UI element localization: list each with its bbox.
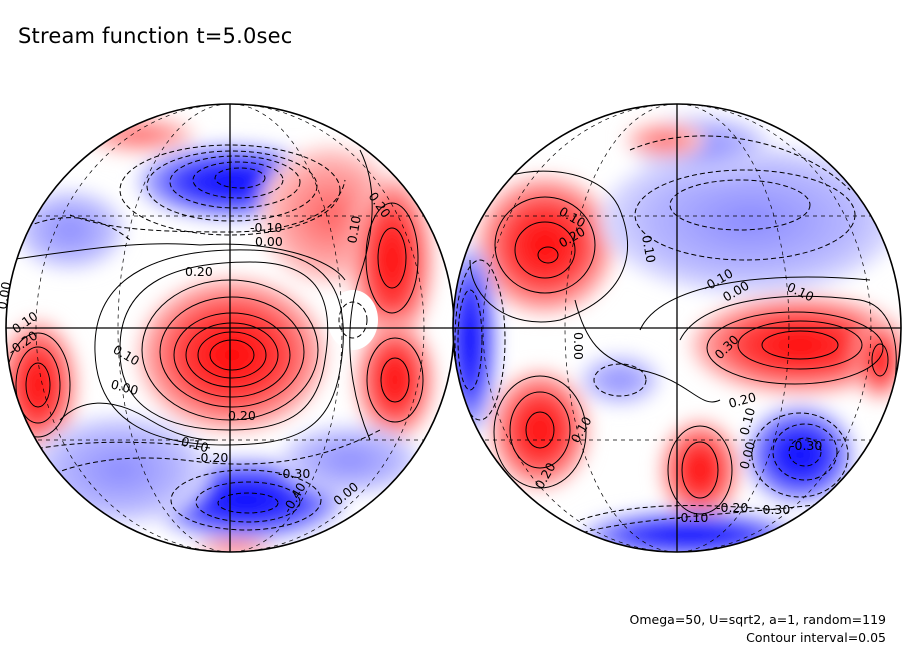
contour-interval-caption: Contour interval=0.05 [746,630,886,645]
contour-line-negative [338,301,368,339]
contour-label: -0.30 [278,466,310,481]
contour-line [59,402,216,441]
contour-line [94,249,344,446]
left-blob [137,277,327,433]
contour-line [173,312,291,398]
contour-line [639,276,871,331]
contour-label: 0.00 [571,332,586,360]
contour-line [509,391,571,469]
contour-label: -0.10 [676,510,708,525]
contour-label: -0.30 [758,502,790,517]
contour-label: 0.20 [185,264,213,279]
contour-line [380,357,410,403]
contour-line [6,332,71,438]
left-hemisphere [5,103,455,553]
left-blob [328,290,378,350]
right-blob [625,122,705,158]
right-blob [660,420,740,520]
right-blob [600,145,900,295]
contour-line [761,330,839,360]
contour-line [514,221,576,279]
right-blob [690,295,901,395]
contour-label: 0.20 [228,408,256,423]
left-blob [15,190,125,270]
contour-line [681,441,719,499]
right-blob [580,355,660,405]
contour-label: 0.00 [109,376,140,398]
contour-label: 0.00 [255,234,283,249]
contour-line [159,296,305,408]
contour-line [679,295,897,381]
right-blob [475,175,615,315]
right-axes [453,104,901,552]
contour-line-negative [119,144,341,236]
right-blob [745,405,855,505]
contour-line [365,202,419,314]
contour-line-negative [195,481,301,523]
contour-label: -0.20 [196,450,228,465]
contour-line-negative [559,499,851,541]
contour-line-negative [169,155,301,209]
contour-line-negative [629,135,851,191]
contour-label: -0.10 [250,220,282,235]
contour-line-negative [634,169,856,261]
contour-line-negative [457,289,483,391]
contour-line [706,311,884,385]
contour-line-negative [146,150,318,222]
contour-line [7,243,346,281]
contour-label: 0.10 [639,234,659,264]
contour-line-negative [29,441,211,451]
contour-line [119,261,329,431]
contour-line [349,149,373,441]
contour-line-negative [170,469,322,531]
contour-line [525,411,555,449]
contour-line-negative [214,167,266,189]
contour-line [493,375,587,489]
contour-line [15,346,61,424]
contour-label: -0.30 [790,438,822,453]
left-axes [6,104,454,552]
right-negative-contours [454,135,856,541]
contour-line [185,322,279,388]
contour-line [197,331,267,379]
right-globe-outline [452,103,902,553]
contour-label: 0.10 [736,406,758,437]
contour-line [209,339,255,371]
right-blob [855,320,901,400]
left-blob [280,425,420,495]
contour-line-negative [788,437,822,467]
left-blob [195,538,275,552]
contour-line [377,227,407,289]
contour-line-negative [593,363,647,397]
contour-line-negative [669,179,811,231]
contour-line-negative [579,505,781,521]
contour-line-negative [772,423,838,481]
contour-line [537,246,559,264]
contour-line [737,320,863,370]
contour-line [25,362,51,408]
contour-line-negative [39,429,381,481]
contour-label: -0.20 [716,500,748,515]
contour-line [366,337,424,423]
contour-line-negative [192,161,284,199]
contour-label: 0.10 [344,214,364,244]
contour-line [871,343,889,377]
contour-line [667,425,733,515]
contour-label: 0.00 [736,440,758,471]
contour-line-negative [217,492,279,514]
contour-line [494,196,596,294]
figure-title: Stream function t=5.0sec [18,24,293,48]
right-blob [490,370,590,490]
contour-line-negative [19,217,131,241]
parameters-caption: Omega=50, U=sqrt2, a=1, random=119 [629,612,886,627]
right-hemisphere [452,103,902,553]
contour-line-negative [454,259,506,421]
contour-line-negative [751,412,849,498]
contour-label: 0.20 [727,389,758,411]
